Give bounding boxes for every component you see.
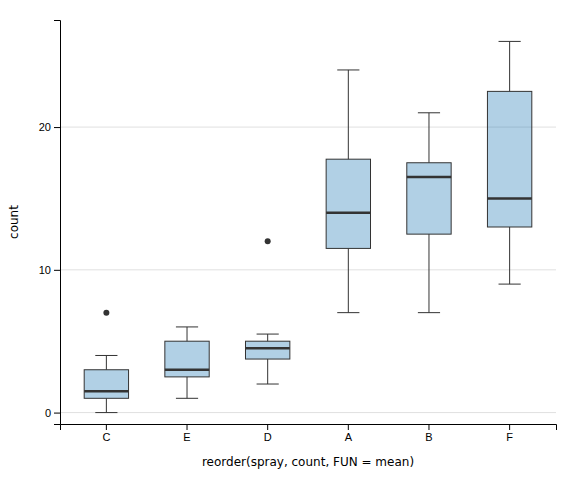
tick-label: F (506, 431, 513, 443)
median (245, 347, 289, 350)
median (84, 390, 128, 393)
grid-line (60, 412, 556, 413)
box (245, 238, 289, 384)
tick-mark (54, 413, 60, 414)
whisker-high (106, 355, 107, 369)
box-body (487, 91, 531, 227)
tick-label: D (264, 431, 272, 443)
box-body (84, 370, 128, 399)
box (407, 113, 451, 313)
tick: 20 (39, 121, 60, 133)
tick-mark (187, 424, 188, 430)
tick-label: A (345, 431, 353, 443)
tick-mark (106, 424, 107, 430)
whisker-low (509, 227, 510, 284)
tick: E (183, 424, 190, 443)
cap-low (257, 384, 279, 385)
whisker-low (187, 377, 188, 398)
box-body (326, 159, 370, 248)
marks (84, 41, 532, 412)
whisker-high (348, 70, 349, 159)
cap-high (257, 334, 279, 335)
tick: 10 (39, 264, 60, 276)
whisker-low (428, 234, 429, 313)
flier (265, 238, 271, 244)
cap-high (418, 112, 440, 113)
cap-high (337, 69, 359, 70)
tick: B (425, 424, 432, 443)
cap-high (176, 326, 198, 327)
flier (103, 310, 109, 316)
grid (60, 127, 556, 413)
median (487, 197, 531, 200)
tick-label: E (183, 431, 190, 443)
tick-mark (428, 424, 429, 430)
grid-line (60, 127, 556, 128)
whisker-high (509, 41, 510, 91)
box (84, 310, 128, 413)
cap-low (418, 312, 440, 313)
axis-line (61, 425, 557, 431)
cap-low (176, 398, 198, 399)
tick-mark (267, 424, 268, 430)
tick-label: 20 (39, 121, 51, 133)
x-axis-title: reorder(spray, count, FUN = mean) (202, 455, 414, 469)
tick: F (506, 424, 513, 443)
tick-mark (509, 424, 510, 430)
cap-low (95, 412, 117, 413)
box-body (407, 163, 451, 234)
tick-mark (54, 127, 60, 128)
tick: A (345, 424, 353, 443)
whisker-high (428, 113, 429, 163)
tick-label: C (102, 431, 110, 443)
whisker-low (106, 398, 107, 412)
box (326, 70, 370, 313)
tick: C (102, 424, 110, 443)
median (165, 369, 209, 372)
axis-line (54, 21, 61, 425)
tick-mark (348, 424, 349, 430)
y-axis: 0 10 20 (39, 21, 61, 425)
box (165, 327, 209, 398)
tick-label: 10 (39, 264, 51, 276)
tick-label: 0 (45, 407, 51, 419)
cap-high (499, 41, 521, 42)
box-body (245, 341, 289, 359)
cap-low (337, 312, 359, 313)
tick: D (264, 424, 272, 443)
whisker-high (267, 334, 268, 341)
whisker-low (348, 248, 349, 312)
tick-label: B (425, 431, 432, 443)
box (487, 41, 531, 284)
tick: 0 (45, 407, 60, 419)
median (407, 176, 451, 179)
grid-line (60, 269, 556, 270)
box-body (165, 341, 209, 377)
y-axis-title: count (7, 205, 21, 239)
chart: 0 10 20 C E D A B Freorder(spray, count, FUN = m… (0, 0, 576, 480)
whisker-high (187, 327, 188, 341)
cap-low (499, 284, 521, 285)
x-axis: CEDABF (61, 424, 557, 443)
cap-high (95, 355, 117, 356)
whisker-low (267, 359, 268, 384)
median (326, 211, 370, 214)
plot-area: 0 10 20 C E D A B F (39, 21, 557, 443)
tick-mark (54, 270, 60, 271)
